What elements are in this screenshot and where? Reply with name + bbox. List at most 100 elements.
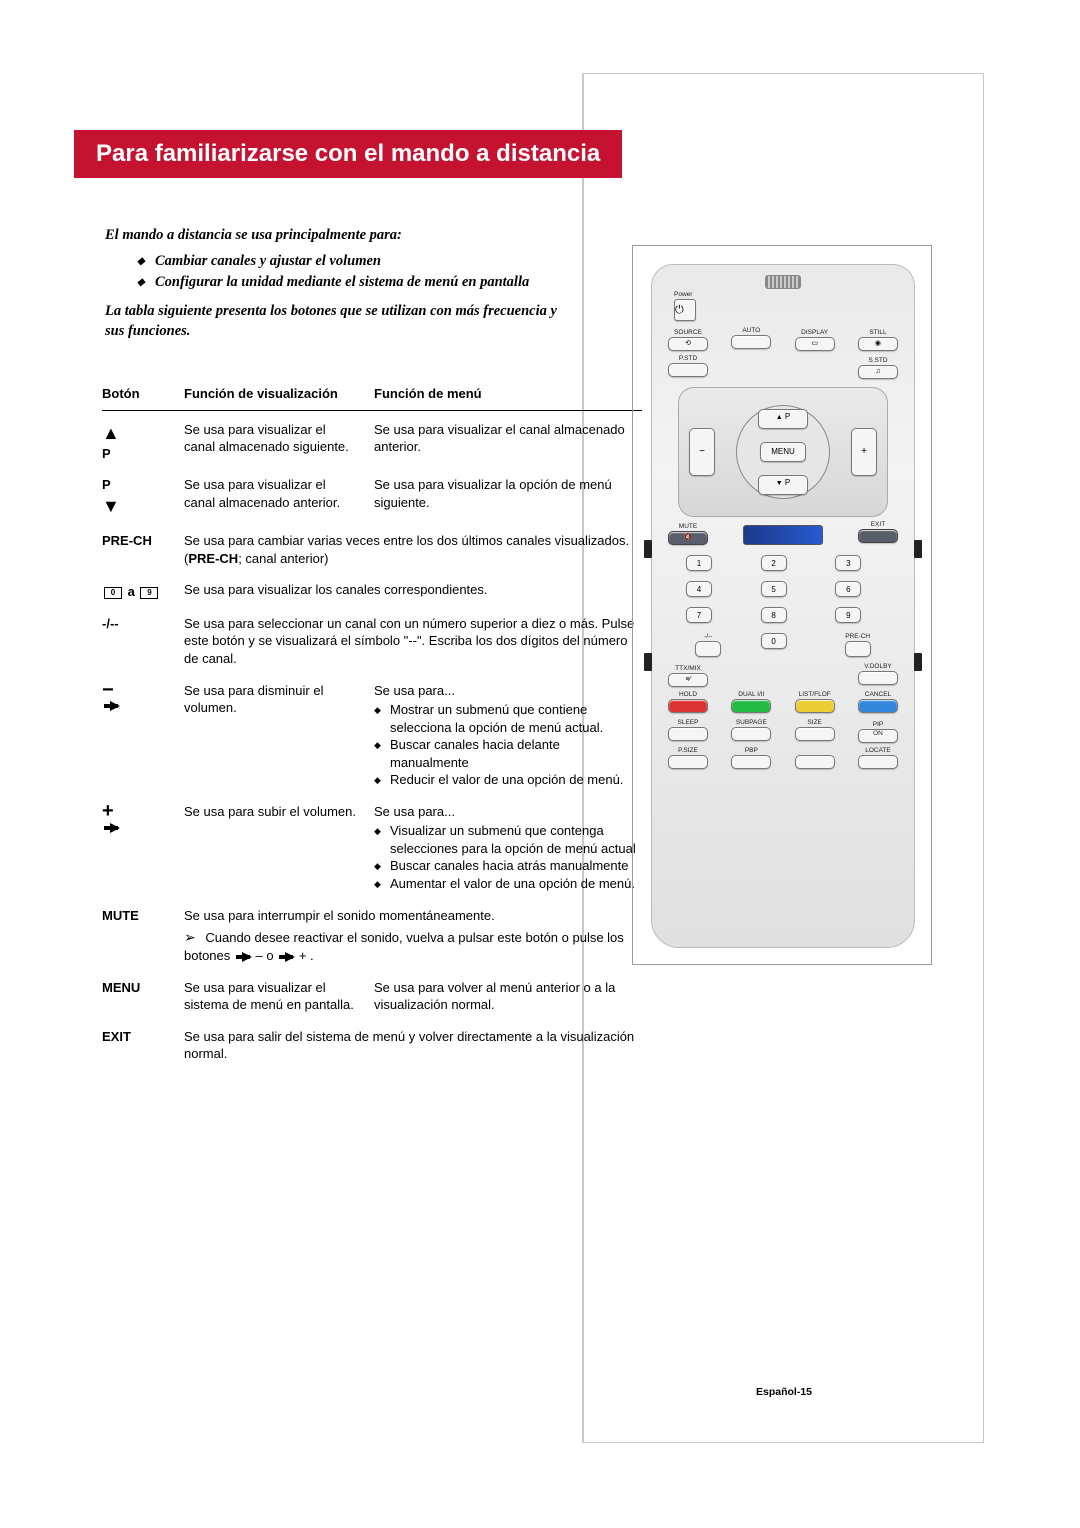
- vol-up-button[interactable]: +: [851, 428, 877, 476]
- power-label: Power: [674, 291, 898, 298]
- pip-label: PIP: [858, 721, 898, 728]
- still-label: STILL: [858, 329, 898, 336]
- pip-button[interactable]: ON: [858, 729, 898, 743]
- table-row: ▲ P Se usa para visualizar el canal alma…: [102, 421, 642, 463]
- vdolby-label: V.DOLBY: [858, 663, 898, 670]
- power-button[interactable]: ⏻: [674, 299, 696, 321]
- mute-label: MUTE: [668, 523, 708, 530]
- digit-4[interactable]: 4: [686, 581, 712, 597]
- digit-8[interactable]: 8: [761, 607, 787, 623]
- dual-button[interactable]: [731, 699, 771, 713]
- vol-up-icon: +: [102, 803, 184, 893]
- r6-viz: Se usa para disminuir el volumen.: [184, 682, 374, 789]
- table-row: 0 a 9 Se usa para visualizar los canales…: [102, 581, 642, 601]
- still-button[interactable]: ◉: [858, 337, 898, 351]
- extra-button[interactable]: [795, 755, 835, 769]
- source-button[interactable]: ⟲: [668, 337, 708, 351]
- digit-9[interactable]: 9: [835, 607, 861, 623]
- exit-label: EXIT: [102, 1029, 131, 1044]
- digit-5[interactable]: 5: [761, 581, 787, 597]
- down-triangle-icon: ▼: [102, 496, 120, 516]
- remote-body: Power ⏻ SOURCE⟲ AUTO DISPLAY▭ STILL◉ P.S…: [651, 264, 915, 948]
- vol-down-button[interactable]: −: [689, 428, 715, 476]
- digit-7[interactable]: 7: [686, 607, 712, 623]
- hold-button[interactable]: [668, 699, 708, 713]
- r1-menu: Se usa para visualizar el canal almacena…: [374, 421, 642, 463]
- table-row: EXIT Se usa para salir del sistema de me…: [102, 1028, 642, 1063]
- prech-label: PRE-CH: [835, 633, 880, 640]
- intro-bullet-2: Configurar la unidad mediante el sistema…: [137, 272, 570, 292]
- p-label: P: [102, 446, 111, 461]
- r2-menu: Se usa para visualizar la opción de menú…: [374, 476, 642, 518]
- r2-viz: Se usa para visualizar el canal almacena…: [184, 476, 374, 518]
- dashdash-button[interactable]: [695, 641, 721, 657]
- th-boton: Botón: [102, 385, 184, 403]
- r7-lead: Se usa para...: [374, 803, 642, 821]
- psize-label: P.SIZE: [668, 747, 708, 754]
- page-title: Para familiarizarse con el mando a dista…: [74, 130, 622, 178]
- listflof-button[interactable]: [795, 699, 835, 713]
- display-button[interactable]: ▭: [795, 337, 835, 351]
- dash-label: -/--: [102, 616, 119, 631]
- r5-text: Se usa para seleccionar un canal con un …: [184, 615, 642, 668]
- sstd-button[interactable]: ♫: [858, 365, 898, 379]
- locate-button[interactable]: [858, 755, 898, 769]
- up-triangle-icon: ▲: [102, 423, 120, 443]
- sleep-label: SLEEP: [668, 719, 708, 726]
- vol-icon: [279, 955, 293, 959]
- cancel-button[interactable]: [858, 699, 898, 713]
- dashdash-label: -/--: [686, 633, 731, 640]
- digit-3[interactable]: 3: [835, 555, 861, 571]
- pbp-button[interactable]: [731, 755, 771, 769]
- pstd-button[interactable]: [668, 363, 708, 377]
- intro-follow: La tabla siguiente presenta los botones …: [105, 301, 570, 342]
- table-row: + Se usa para subir el volumen. Se usa p…: [102, 803, 642, 893]
- pbp-label: PBP: [731, 747, 771, 754]
- psize-button[interactable]: [668, 755, 708, 769]
- r9-menu: Se usa para volver al menú anterior o a …: [374, 979, 642, 1014]
- auto-button[interactable]: [731, 335, 771, 349]
- ttx-button[interactable]: ≡⁄: [668, 673, 708, 687]
- prech-button[interactable]: [845, 641, 871, 657]
- ir-window-icon: [765, 275, 801, 289]
- intro-block: El mando a distancia se usa principalmen…: [105, 225, 570, 341]
- nav-center: P MENU P: [736, 405, 830, 499]
- digit-6[interactable]: 6: [835, 581, 861, 597]
- r1-viz: Se usa para visualizar el canal almacena…: [184, 421, 374, 463]
- p-up-button[interactable]: P: [758, 409, 808, 429]
- table-row: -/-- Se usa para seleccionar un canal co…: [102, 615, 642, 668]
- subpage-button[interactable]: [731, 727, 771, 741]
- button-table: Botón Función de visualización Función d…: [102, 385, 642, 1077]
- ttx-label: TTX/MIX: [668, 665, 708, 672]
- prech-label: PRE-CH: [102, 533, 152, 548]
- digit-0[interactable]: 0: [761, 633, 787, 649]
- sstd-label: S.STD: [858, 357, 898, 364]
- table-row: MENU Se usa para visualizar el sistema d…: [102, 979, 642, 1014]
- auto-label: AUTO: [731, 327, 771, 334]
- p-down-button[interactable]: P: [758, 475, 808, 495]
- menu-button[interactable]: MENU: [760, 442, 806, 462]
- mute-button[interactable]: 🔇: [668, 531, 708, 545]
- size-label: SIZE: [795, 719, 835, 726]
- key-9-icon: 9: [140, 587, 158, 599]
- r6-b1: Mostrar un submenú que contiene seleccio…: [374, 701, 642, 736]
- intro-bullet-1: Cambiar canales y ajustar el volumen: [137, 251, 570, 271]
- sleep-button[interactable]: [668, 727, 708, 741]
- remote-illustration: Power ⏻ SOURCE⟲ AUTO DISPLAY▭ STILL◉ P.S…: [632, 245, 932, 965]
- source-label: SOURCE: [668, 329, 708, 336]
- r8-text: Se usa para interrumpir el sonido moment…: [184, 907, 642, 925]
- brand-badge: [743, 525, 823, 545]
- p-label: P: [102, 477, 111, 492]
- side-nub-icon: [644, 540, 652, 558]
- digit-2[interactable]: 2: [761, 555, 787, 571]
- size-button[interactable]: [795, 727, 835, 741]
- a-label: a: [128, 584, 135, 599]
- subpage-label: SUBPAGE: [731, 719, 771, 726]
- vdolby-button[interactable]: [858, 671, 898, 685]
- cancel-label: CANCEL: [858, 691, 898, 698]
- digit-1[interactable]: 1: [686, 555, 712, 571]
- vol-down-icon: −: [102, 682, 184, 789]
- display-label: DISPLAY: [795, 329, 835, 336]
- r6-lead: Se usa para...: [374, 682, 642, 700]
- exit-button[interactable]: [858, 529, 898, 543]
